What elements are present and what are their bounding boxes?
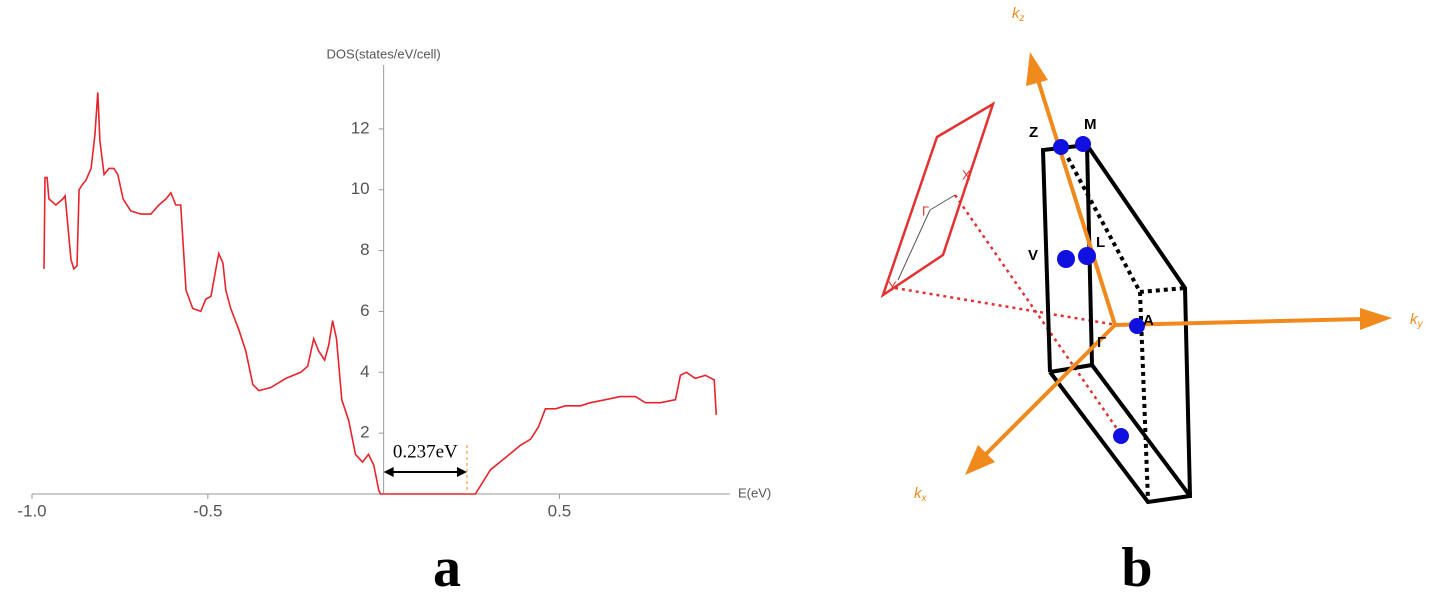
y-axis-label: DOS(states/eV/cell) bbox=[327, 46, 441, 61]
k: k bbox=[1012, 5, 1021, 22]
point bbox=[1129, 318, 1145, 334]
axis-label: kz bbox=[1012, 5, 1025, 24]
k-axes bbox=[965, 52, 1392, 475]
sub: x bbox=[921, 493, 928, 504]
point bbox=[1078, 247, 1096, 265]
k: k bbox=[1410, 311, 1419, 328]
x-tick-label: -1.0 bbox=[17, 501, 46, 520]
point-label: V bbox=[1028, 247, 1038, 264]
point bbox=[1075, 136, 1091, 152]
brillouin-zone: kz ky kx Z M L V A Γ X Γ Y bbox=[880, 5, 1424, 505]
point bbox=[1053, 139, 1069, 155]
arrow bbox=[1026, 52, 1048, 86]
y-tick-label: 12 bbox=[351, 118, 370, 137]
x-tick-label: -0.5 bbox=[193, 501, 222, 520]
arrow-head bbox=[383, 467, 394, 477]
points bbox=[1053, 136, 1145, 444]
panel-label: b bbox=[1121, 537, 1152, 598]
sub: z bbox=[1019, 13, 1025, 24]
point-label: L bbox=[1096, 234, 1105, 251]
point-label: Γ bbox=[1097, 334, 1106, 351]
arrow bbox=[965, 445, 995, 475]
kz-axis bbox=[1036, 79, 1117, 326]
projection bbox=[894, 286, 1118, 327]
axis-label: kx bbox=[914, 485, 928, 504]
y-tick-label: 10 bbox=[351, 179, 370, 198]
gap-label: 0.237eV bbox=[393, 441, 458, 462]
y-tick-label: 8 bbox=[360, 240, 369, 259]
arrow-head bbox=[456, 467, 467, 477]
k: k bbox=[914, 485, 923, 502]
panel-label: a bbox=[433, 537, 461, 598]
point-label: Z bbox=[1029, 124, 1038, 141]
plane-label: X bbox=[962, 167, 971, 182]
y-tick-label: 6 bbox=[360, 301, 369, 320]
box-edge bbox=[1090, 363, 1192, 498]
point-label: M bbox=[1084, 116, 1097, 133]
point bbox=[1113, 428, 1129, 444]
point bbox=[1057, 250, 1075, 268]
plane-path bbox=[929, 194, 956, 211]
plane-label: Γ bbox=[922, 203, 929, 218]
arrow bbox=[1360, 308, 1392, 330]
y-tick-label: 2 bbox=[360, 423, 369, 442]
plane-path bbox=[897, 209, 931, 281]
kx-axis bbox=[983, 323, 1117, 457]
dos-line bbox=[43, 92, 718, 495]
sub: y bbox=[1417, 319, 1424, 330]
point-label: A bbox=[1143, 312, 1154, 329]
red-plane bbox=[880, 101, 996, 299]
x-axis-label: E(eV) bbox=[738, 485, 771, 500]
y-tick-label: 4 bbox=[360, 362, 369, 381]
hidden-edges bbox=[1066, 157, 1186, 501]
ky-axis bbox=[1114, 317, 1363, 327]
axis-label: ky bbox=[1410, 311, 1424, 330]
x-tick-label: 0.5 bbox=[548, 501, 572, 520]
plane-label: Y bbox=[888, 278, 897, 293]
